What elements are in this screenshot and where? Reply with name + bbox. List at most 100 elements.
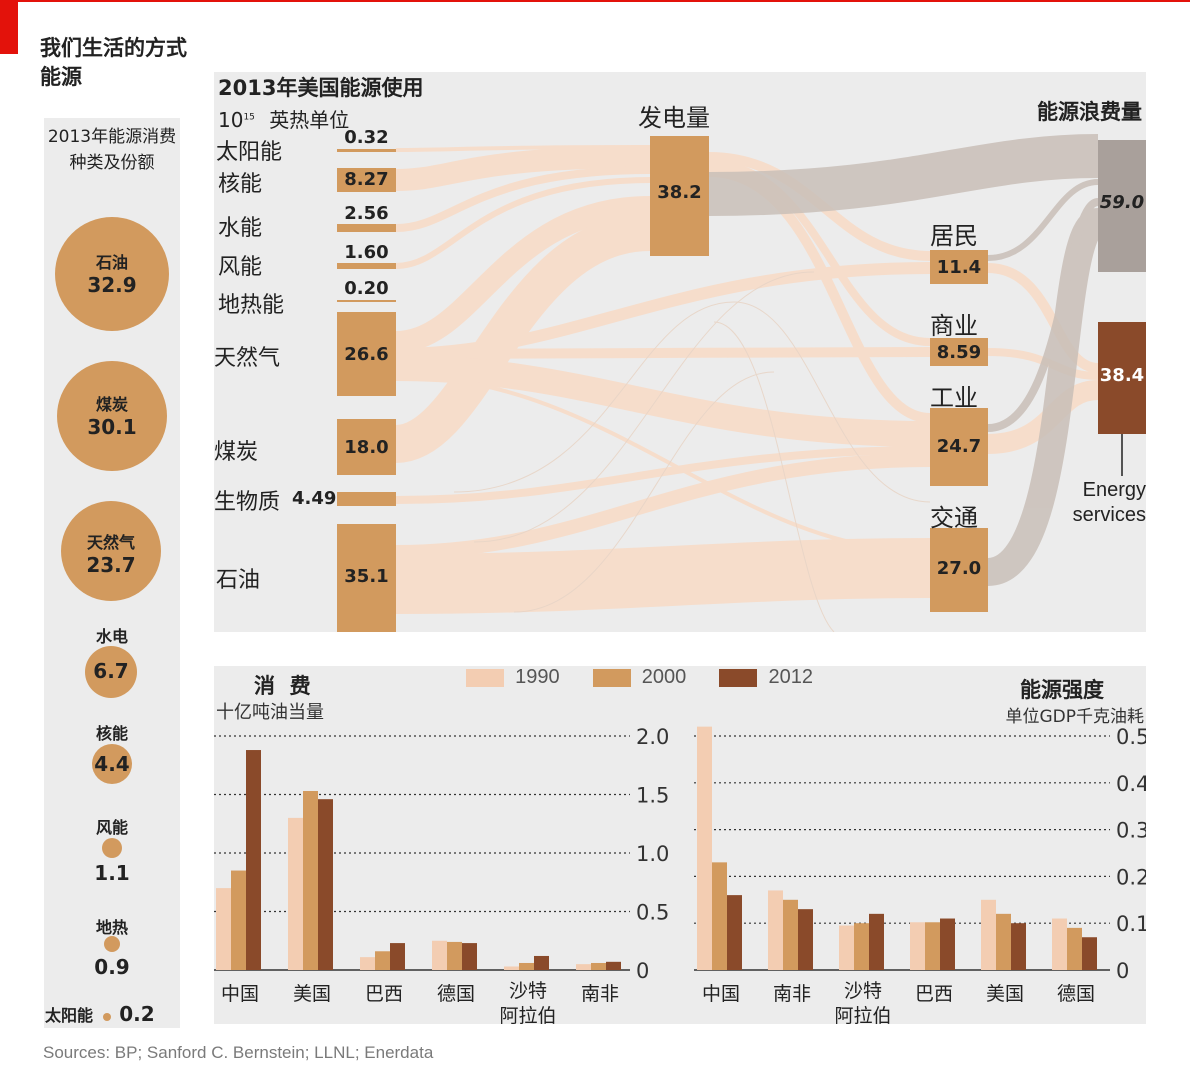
intensity-category-label: 美国 [986,983,1024,1005]
share-gas: 天然气 23.7 [61,501,161,601]
elec-value: 38.2 [657,182,702,203]
intensity-bar-2012 [798,909,813,970]
intensity-tick-label: 0.1 [1116,912,1146,936]
waste-value: 59.0 [1099,192,1145,213]
flow-res-serv [987,263,1099,373]
intensity-bar-2000 [996,913,1011,970]
src-oil-label: 石油 [216,568,261,593]
title-line-2: 能源 [40,65,82,89]
unit-exp: 15 [243,112,255,123]
intensity-bar-1990 [981,899,996,970]
consumption-bar-1990 [216,888,231,970]
consumption-bar-1990 [288,817,303,970]
unit-text: 英热单位 [269,108,350,132]
services-value: 38.4 [1099,365,1145,386]
intensity-tick-label: 0.4 [1116,772,1146,796]
intensity-bar-2000 [925,922,940,970]
node-residential [930,250,988,284]
consumption-category-label: 南非 [581,983,619,1005]
intensity-bar-2012 [940,918,955,970]
elec-label: 发电量 [638,104,710,132]
intensity-title: 能源强度 [1020,678,1104,702]
consumption-category-label: 中国 [221,983,259,1005]
sector-trans-label: 交通 [930,504,978,532]
node-gas [337,312,396,396]
consumption-category-label: 阿拉伯 [499,1005,556,1024]
legend-2012-swatch [719,668,758,687]
intensity-tick-label: 0.5 [1116,725,1146,749]
consumption-bar-1990 [576,964,591,970]
legend-2000-swatch [592,668,631,687]
intensity-category-label: 德国 [1057,983,1095,1005]
intensity-bar-2000 [783,899,798,970]
flow-wind-elec [395,177,651,269]
consumption-bar-2000 [591,962,606,970]
flow-gas-elec [395,196,651,353]
consumption-tick-label: 1.0 [636,842,669,866]
share-solar-dot [103,1013,112,1021]
src-hydro-label: 水能 [218,216,263,241]
node-nuclear [337,168,396,192]
share-coal: 煤炭 30.1 [57,361,167,471]
consumption-bar-2012 [390,943,405,970]
legend-2000-label: 2000 [641,666,687,688]
sector-res-label: 居民 [930,222,978,250]
services-line-2: services [1072,504,1146,526]
share-solar-value: 0.2 [119,1002,155,1026]
intensity-bar-2000 [712,862,727,970]
flow-ind-waste [987,198,1100,432]
src-nuclear-label: 核能 [218,172,263,197]
legend-2012-label: 2012 [768,666,813,688]
intensity-category-label: 南非 [773,983,811,1005]
consumption-bar-2012 [246,750,261,970]
intensity-category-label: 沙特 [844,980,882,1002]
consumption-title: 消 费 [254,674,311,698]
share-nuclear-label: 核能 [95,724,128,743]
flow-oil-ind [395,453,931,559]
node-transport [930,528,988,612]
node-hydro [337,224,396,232]
share-wind-value: 1.1 [94,861,130,885]
src-solar-label: 太阳能 [216,140,283,165]
intensity-bar-1990 [910,922,925,970]
flow-res-waste [987,179,1099,261]
consumption-bar-1990 [432,940,447,970]
sector-com-value: 8.59 [936,342,982,363]
title-line-1: 我们生活的方式 [40,36,187,60]
node-commercial [930,338,988,366]
sankey-flows [337,134,1146,632]
flow-oil-trans [395,538,931,614]
intensity-bar-2012 [1011,923,1026,970]
share-solar-row: 太阳能 0.2 [45,1002,179,1026]
share-wind-dot [102,838,122,858]
consumption-bar-2012 [534,955,549,970]
sankey-title: 2013年美国能源使用 [218,76,424,100]
sector-com-label: 商业 [930,312,978,340]
share-geo-dot [104,936,120,952]
share-geo-value: 0.9 [94,955,130,979]
src-solar-value: 0.32 [344,127,389,148]
unit-base: 10 [218,108,244,132]
consumption-bar-2012 [318,799,333,970]
share-hydro: 6.7 [85,646,137,698]
flow-biomass-ind [395,446,931,504]
share-nuclear: 4.4 [92,744,132,784]
consumption-bar-2000 [231,870,246,970]
consumption-unit: 十亿吨油当量 [216,702,324,723]
node-solar [337,149,396,152]
share-solar-label: 太阳能 [45,1006,94,1025]
sector-ind-value: 24.7 [936,436,982,457]
share-wind-label: 风能 [95,818,128,837]
intensity-tick-label: 0.3 [1116,819,1146,843]
red-tag [0,0,18,54]
share-panel: 2013年能源消费种类及份额 石油 32.9 煤炭 30.1 天然气 23.7 … [44,118,180,1028]
src-geo-label: 地热能 [218,293,285,318]
node-coal [337,419,396,475]
consumption-tick-label: 0.5 [636,901,669,925]
src-wind-label: 风能 [218,255,263,280]
node-oil [337,524,396,632]
src-wind-value: 1.60 [344,242,389,263]
services-line-1: Energy [1082,479,1146,501]
sankey-panel: 2013年美国能源使用 1015 英热单位 太阳能 核能 水能 风能 地热能 天… [214,72,1146,632]
flow-gas-com [395,347,931,359]
